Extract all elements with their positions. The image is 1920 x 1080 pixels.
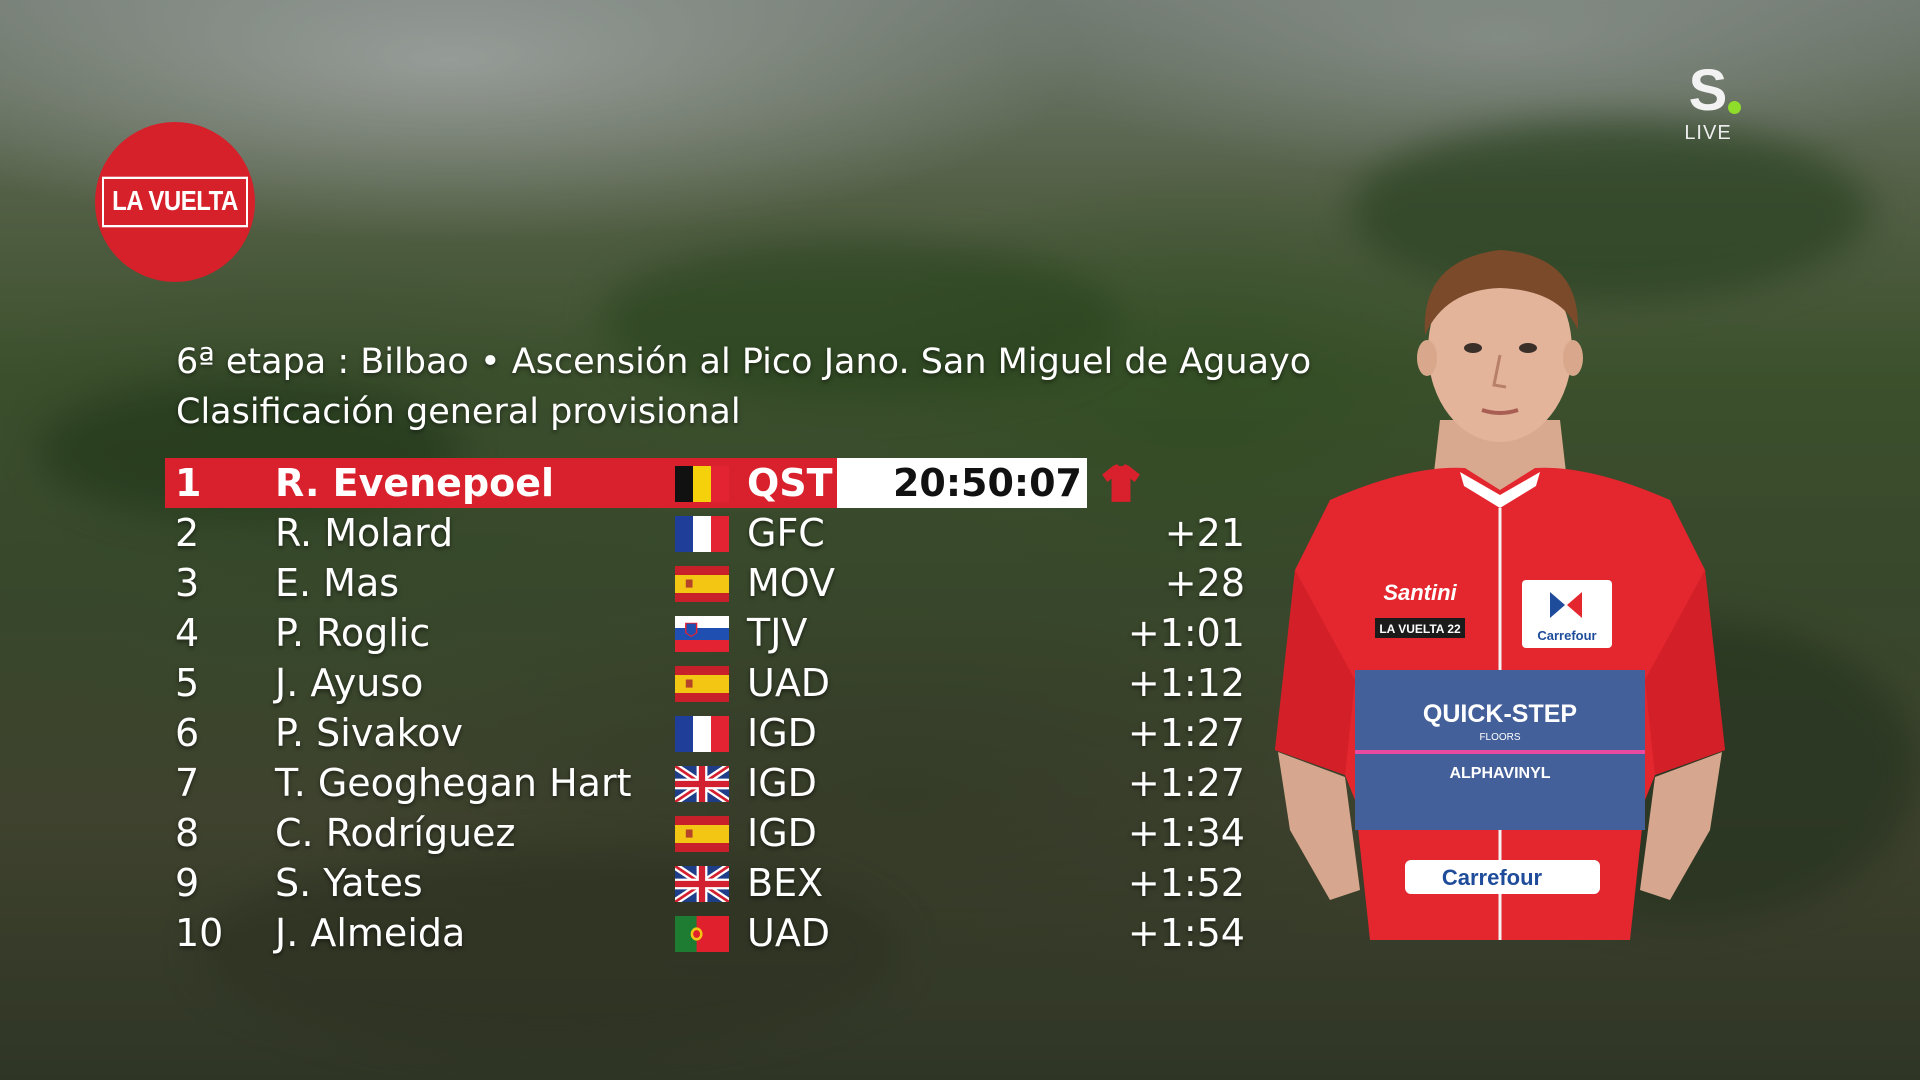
time-gap: +1:01: [1127, 611, 1245, 655]
rider-name: C. Rodríguez: [275, 811, 516, 855]
team-name: QUICK-STEP: [1423, 700, 1577, 728]
la-vuelta-logo: LA VUELTA: [95, 122, 255, 282]
rider-name: T. Geoghegan Hart: [275, 761, 632, 805]
uk-flag-icon: [675, 766, 729, 802]
rider-name: J. Ayuso: [275, 661, 424, 705]
rider-name: E. Mas: [275, 561, 400, 605]
uk-flag-icon: [675, 866, 729, 902]
live-label: LIVE: [1684, 122, 1732, 144]
total-time: 20:50:07: [892, 461, 1082, 505]
time-gap: +1:52: [1127, 861, 1245, 905]
time-gap: +1:12: [1127, 661, 1245, 705]
standings-row: 10 J. Almeida UAD +1:54: [165, 908, 1245, 958]
standings-row: 6 P. Sivakov IGD +1:27: [165, 708, 1245, 758]
team-code: UAD: [747, 661, 831, 705]
time-gap: +1:27: [1127, 761, 1245, 805]
standings-row: 2 R. Molard GFC +21: [165, 508, 1245, 558]
channel-letter: S: [1688, 58, 1728, 123]
classification-title: Clasificación general provisional: [176, 392, 741, 432]
time-gap: +1:54: [1127, 911, 1245, 955]
rank: 6: [175, 711, 200, 755]
team-code: QST: [747, 461, 833, 505]
portugal-flag-icon: [675, 916, 729, 952]
standings-row: 3 E. Mas MOV +28: [165, 558, 1245, 608]
time-gap: +28: [1164, 561, 1245, 605]
rank: 2: [175, 511, 200, 555]
rank: 3: [175, 561, 200, 605]
rider-name: P. Sivakov: [275, 711, 463, 755]
team-sub: FLOORS: [1479, 732, 1520, 743]
rider-portrait: QUICK-STEP FLOORS ALPHAVINYL Santini LA …: [1275, 250, 1725, 940]
rank: 8: [175, 811, 200, 855]
standings-row: 9 S. Yates BEX +1:52: [165, 858, 1245, 908]
standings-row-leader: 1 R. Evenepoel QST 20:50:07: [165, 458, 1145, 508]
rider-name: R. Molard: [275, 511, 454, 555]
rider-name: P. Roglic: [275, 611, 431, 655]
rider-name: R. Evenepoel: [275, 461, 555, 505]
team-code: IGD: [747, 811, 817, 855]
time-gap: +21: [1164, 511, 1245, 555]
rank: 4: [175, 611, 200, 655]
rank: 7: [175, 761, 200, 805]
stage-title: 6ª etapa : Bilbao • Ascensión al Pico Ja…: [176, 342, 1312, 382]
live-dot-icon: [1728, 101, 1742, 114]
standings-row: 7 T. Geoghegan Hart IGD +1:27: [165, 758, 1245, 808]
slovenia-flag-icon: [675, 616, 729, 652]
rider-name: J. Almeida: [275, 911, 466, 955]
leader-time-box: [837, 458, 1087, 508]
rank: 9: [175, 861, 200, 905]
rank: 1: [175, 461, 202, 505]
time-gap: +1:34: [1127, 811, 1245, 855]
rider-name: S. Yates: [275, 861, 423, 905]
spain-flag-icon: [675, 666, 729, 702]
france-flag-icon: [675, 716, 729, 752]
rank: 10: [175, 911, 224, 955]
team-code: IGD: [747, 711, 817, 755]
france-flag-icon: [675, 516, 729, 552]
team-code: BEX: [747, 861, 824, 905]
belgium-flag-icon: [675, 466, 729, 502]
sponsor-bottom: Carrefour: [1442, 865, 1543, 890]
standings-row: 4 P. Roglic TJV +1:01: [165, 608, 1245, 658]
spain-flag-icon: [675, 816, 729, 852]
team-code: MOV: [747, 561, 836, 605]
standings-table: 1 R. Evenepoel QST 20:50:07 2 R. Molard GFC +21…: [165, 458, 1245, 958]
time-gap: +1:27: [1127, 711, 1245, 755]
race-badge: LA VUELTA 22: [1379, 622, 1461, 636]
team-code: GFC: [747, 511, 825, 555]
spain-flag-icon: [675, 566, 729, 602]
red-jersey-icon: [1102, 464, 1140, 502]
team-code: UAD: [747, 911, 831, 955]
sponsor-chest: Carrefour: [1537, 628, 1596, 643]
logo-text: LA VUELTA: [102, 176, 248, 228]
team-code: IGD: [747, 761, 817, 805]
channel-bug: S LIVE: [1668, 62, 1748, 145]
rank: 5: [175, 661, 200, 705]
santini-logo: Santini: [1383, 580, 1457, 605]
standings-row: 5 J. Ayuso UAD +1:12: [165, 658, 1245, 708]
partner-name: ALPHAVINYL: [1449, 765, 1550, 782]
standings-row: 8 C. Rodríguez IGD +1:34: [165, 808, 1245, 858]
team-code: TJV: [747, 611, 808, 655]
